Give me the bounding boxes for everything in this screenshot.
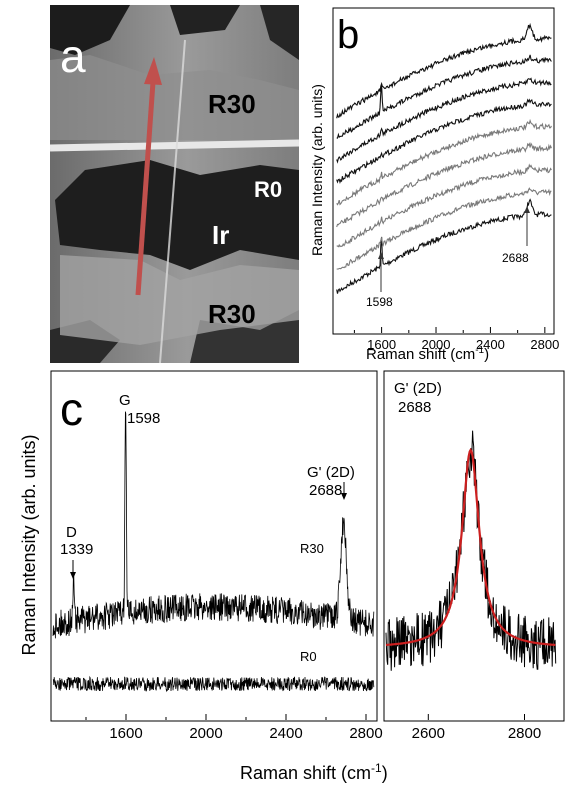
region-label-ir: Ir	[212, 220, 229, 250]
panel-c-left-frame	[50, 370, 378, 722]
panel-b-xlabel: Raman shift (cm-1)	[366, 345, 489, 363]
x-tick-label: 2400	[269, 725, 302, 742]
ir-dark-region	[55, 160, 299, 270]
raman-spectrum	[336, 118, 552, 206]
x-tick-label: 2800	[530, 337, 559, 352]
panel-c-right: 2600 2800 G' (2D) 2688	[383, 370, 565, 742]
annotation-2688: 2688	[502, 251, 529, 265]
raman-spectrum	[336, 163, 552, 248]
panel-a	[50, 5, 299, 363]
panel-c-left-spectra	[52, 411, 375, 693]
series-label-r0: R0	[300, 649, 317, 664]
raman-spectrum	[336, 77, 552, 164]
annotation-g-label: G	[119, 392, 131, 409]
spectrum-2d-zoom	[385, 430, 557, 671]
bright-domain	[60, 255, 299, 345]
x-tick-label: 2000	[422, 337, 451, 352]
annotation-arrowhead-d	[70, 572, 76, 579]
annotation-arrowhead-2688	[524, 206, 530, 213]
raman-spectrum	[336, 22, 552, 119]
raman-spectrum	[336, 187, 552, 270]
bright-streak	[50, 139, 299, 152]
annotation-2d-zoom-value: 2688	[398, 399, 431, 416]
annotation-2d-zoom-label: G' (2D)	[394, 380, 442, 397]
x-tick-label: 2400	[476, 337, 505, 352]
dark-domain	[50, 5, 130, 55]
panel-b-spectra	[336, 22, 552, 294]
scan-arrow-shaft	[135, 81, 156, 296]
panel-b-x-axis: 1600 2000 2400 2800	[353, 327, 559, 352]
panel-b: 1600 2000 2400 2800 b 1598 2688 Raman Inten…	[309, 7, 559, 363]
annotation-arrowhead-2d	[341, 493, 347, 500]
annotation-d-value: 1339	[60, 541, 93, 558]
dark-domain	[170, 5, 240, 35]
panel-c-right-spectra	[385, 430, 557, 671]
spectrum-r30	[52, 411, 375, 639]
panel-c-right-frame	[383, 370, 565, 722]
panel-c-left: 1600 2000 2400 2800 c G 1598 D 1339 G' (2D)…	[19, 370, 388, 783]
spectrum-r0	[52, 675, 375, 693]
bright-crack	[159, 39, 186, 363]
panel-b-frame	[332, 7, 555, 335]
x-tick-label: 2600	[412, 725, 445, 742]
raman-spectrum	[336, 198, 552, 294]
panel-a-letter: a	[60, 30, 86, 82]
panel-b-ylabel: Raman Intensity (arb. units)	[309, 84, 325, 256]
scan-arrow-head	[144, 57, 162, 85]
raman-spectrum	[336, 98, 552, 185]
series-label-r30: R30	[300, 541, 324, 556]
raman-spectrum	[336, 142, 552, 228]
raman-spectrum	[336, 54, 552, 139]
x-tick-label: 2000	[189, 725, 222, 742]
x-tick-label: 2800	[349, 725, 382, 742]
x-tick-label: 1600	[109, 725, 142, 742]
dark-domain	[260, 5, 299, 60]
panel-c-xlabel: Raman shift (cm-1)	[240, 761, 388, 783]
region-label-r0: R0	[254, 177, 282, 202]
annotation-g-value: 1598	[127, 410, 160, 427]
annotation-1598: 1598	[366, 295, 393, 309]
panel-c-letter: c	[60, 383, 83, 435]
annotation-d-label: D	[66, 524, 77, 541]
panel-b-letter: b	[337, 13, 359, 57]
annotation-2d-label: G' (2D)	[307, 464, 355, 481]
bright-domain	[50, 55, 299, 140]
lorentzian-fit	[385, 447, 556, 647]
x-tick-label: 2800	[508, 725, 541, 742]
annotation-arrowhead-1598	[378, 252, 384, 259]
panel-c-ylabel: Raman Intensity (arb. units)	[19, 434, 39, 655]
region-label-r30-top: R30	[208, 89, 256, 119]
x-tick-label: 1600	[367, 337, 396, 352]
region-label-r30-bottom: R30	[208, 299, 256, 329]
panel-c-right-x-axis: 2600 2800	[412, 714, 541, 742]
panel-c-left-x-axis: 1600 2000 2400 2800	[85, 714, 383, 742]
annotation-2d-value: 2688	[309, 482, 342, 499]
